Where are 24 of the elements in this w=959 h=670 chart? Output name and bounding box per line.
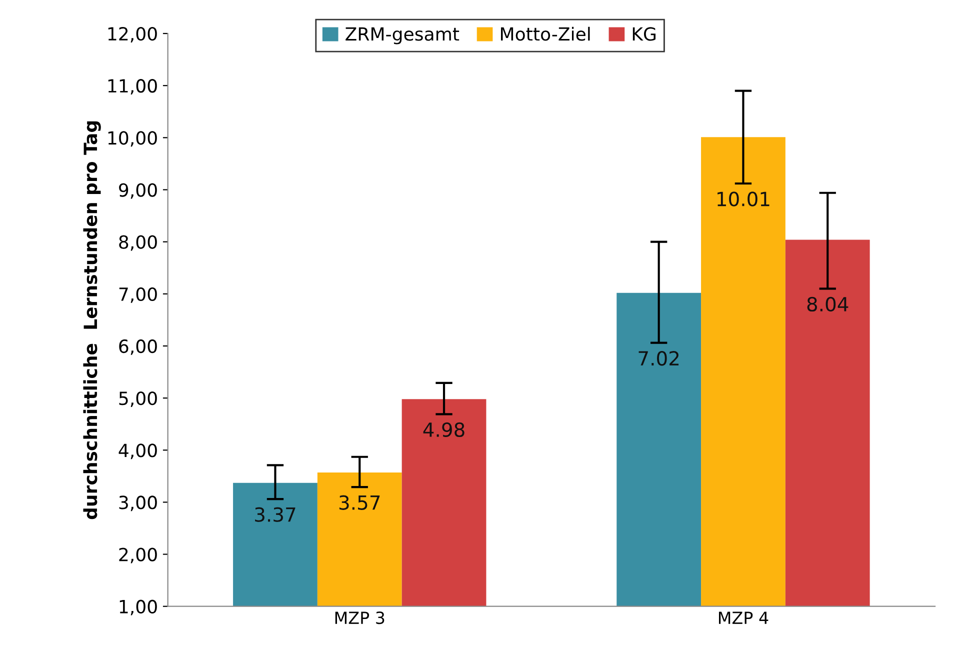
data-label: 3.37 — [255, 507, 296, 522]
y-tick-label: 3,00 — [119, 496, 157, 512]
y-axis-title: durchschnittliche Lernstunden pro Tag — [83, 121, 101, 520]
legend-label: ZRM-gesamt — [346, 27, 460, 44]
x-tick-label: MZP 4 — [718, 612, 768, 624]
data-label: 10.01 — [718, 192, 770, 206]
data-label: 4.98 — [423, 422, 464, 438]
y-tick-label: 4,00 — [118, 444, 157, 460]
y-tick-label: 11,00 — [108, 79, 157, 95]
y-tick-label: 5,00 — [119, 392, 157, 407]
y-tick-label: 1,00 — [120, 600, 157, 616]
legend-label: Motto-Ziel — [501, 26, 590, 41]
y-tick-label: 6,00 — [119, 339, 157, 355]
data-label: 7.02 — [638, 350, 679, 366]
y-tick-label: 12,00 — [108, 26, 157, 42]
y-tick-label: 9,00 — [119, 183, 157, 199]
data-label: 3.57 — [339, 495, 380, 510]
y-tick-label: 7,00 — [119, 287, 157, 303]
x-tick-label: MZP 3 — [335, 612, 384, 624]
legend-label: KG — [632, 27, 656, 41]
y-tick-label: 8,00 — [119, 235, 157, 251]
y-tick-label: 10,00 — [108, 131, 157, 147]
y-tick-label: 2,00 — [119, 548, 157, 564]
data-label: 8.04 — [807, 296, 848, 312]
